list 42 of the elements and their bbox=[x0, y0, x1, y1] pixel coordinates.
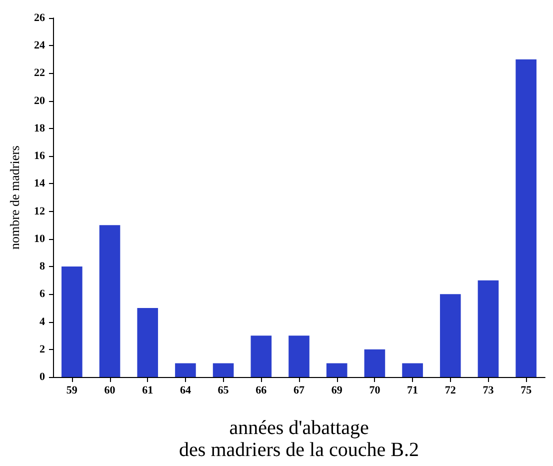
y-tick-label: 0 bbox=[40, 371, 46, 383]
y-tick-label: 10 bbox=[34, 232, 46, 245]
bar bbox=[137, 308, 158, 377]
bar bbox=[99, 225, 120, 377]
y-tick-label: 4 bbox=[40, 316, 46, 328]
y-tick-label: 22 bbox=[34, 67, 46, 80]
bar bbox=[478, 280, 499, 377]
bar bbox=[62, 266, 82, 377]
bar bbox=[212, 363, 234, 377]
y-tick-label: 14 bbox=[34, 178, 46, 190]
x-tick-label: 71 bbox=[407, 384, 418, 396]
x-axis-title: années d'abattage des madriers de la couche B.2 bbox=[179, 417, 419, 461]
x-tick-label: 70 bbox=[369, 384, 381, 396]
bar bbox=[326, 363, 348, 377]
y-axis-title: nombre de madriers bbox=[7, 146, 22, 250]
y-tick-label: 6 bbox=[40, 288, 46, 300]
x-tick-label: 75 bbox=[520, 384, 532, 396]
x-tick-label: 59 bbox=[66, 384, 78, 396]
x-tick-label: 67 bbox=[294, 384, 305, 396]
bar bbox=[175, 363, 196, 377]
bar bbox=[288, 336, 310, 377]
x-tick-label: 69 bbox=[331, 384, 343, 396]
x-tick-label: 72 bbox=[444, 384, 456, 396]
bar bbox=[364, 349, 386, 377]
y-tick-label: 20 bbox=[34, 94, 46, 107]
x-tick-label: 73 bbox=[482, 384, 494, 396]
y-tick-label: 26 bbox=[34, 12, 46, 24]
x-tick-label: 66 bbox=[256, 384, 268, 396]
x-tick-label: 61 bbox=[142, 384, 154, 396]
y-tick-label: 12 bbox=[34, 205, 46, 218]
bar bbox=[440, 294, 461, 377]
bar bbox=[402, 363, 423, 377]
y-tick-label: 2 bbox=[40, 343, 46, 356]
bar bbox=[516, 59, 536, 377]
x-tick-label: 64 bbox=[180, 384, 192, 396]
x-tick-label: 60 bbox=[104, 384, 116, 396]
y-tick-label: 18 bbox=[34, 122, 46, 134]
y-tick-label: 16 bbox=[34, 150, 46, 162]
y-tick-label: 24 bbox=[34, 40, 46, 52]
y-tick-label: 8 bbox=[40, 260, 46, 273]
bar bbox=[250, 336, 272, 377]
x-tick-label: 65 bbox=[218, 384, 230, 396]
